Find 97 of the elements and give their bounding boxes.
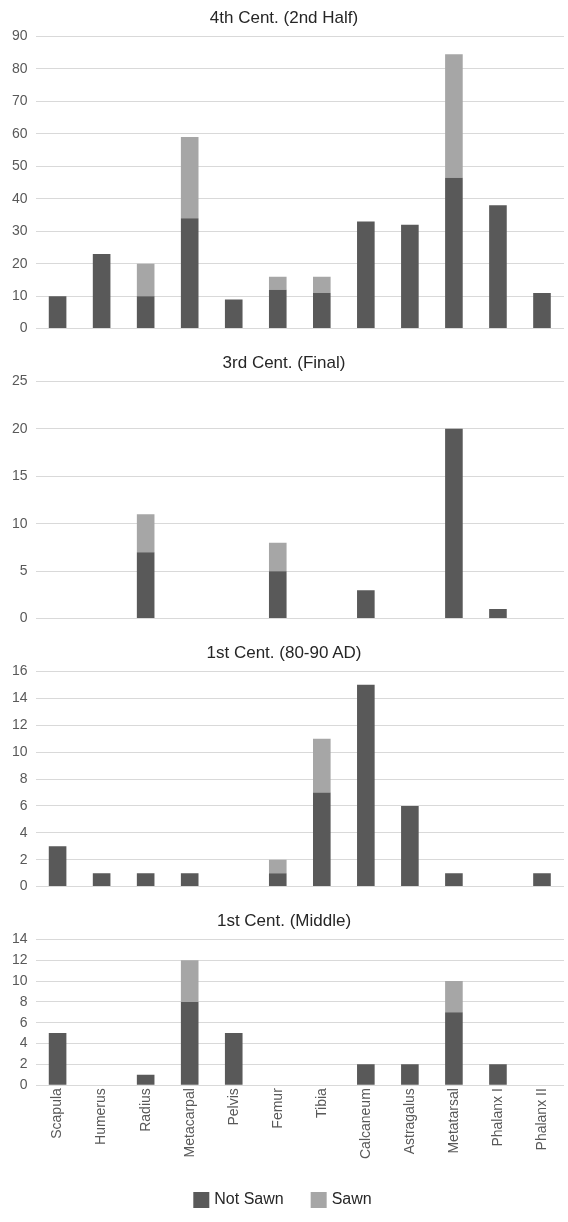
- y-tick-label: 25: [11, 372, 28, 389]
- bar: [489, 609, 507, 619]
- bar: [268, 873, 287, 887]
- y-tick-label: 5: [19, 562, 28, 579]
- y-tick-label: 70: [11, 92, 28, 109]
- y-tick-label: 20: [11, 419, 28, 436]
- y-tick-label: 10: [11, 742, 28, 759]
- bar: [533, 873, 551, 887]
- bar: [401, 805, 419, 887]
- bar: [357, 221, 375, 329]
- y-tick-label: 2: [19, 850, 28, 867]
- x-tick-label: Calcaneum: [356, 1088, 373, 1160]
- y-tick-label: 14: [11, 930, 28, 947]
- x-tick-label: Tibia: [312, 1087, 329, 1119]
- x-tick-label: Scapula: [48, 1087, 65, 1139]
- bar: [313, 292, 331, 329]
- bar: [136, 873, 155, 887]
- x-tick-label: Pelvis: [224, 1088, 241, 1126]
- y-tick-label: 50: [11, 157, 28, 174]
- bar: [313, 738, 331, 793]
- bar: [445, 54, 463, 178]
- bar: [357, 1064, 375, 1085]
- x-tick-label: Humerus: [92, 1088, 109, 1145]
- x-tick-label: Radius: [136, 1088, 153, 1132]
- y-tick-label: 15: [11, 467, 28, 484]
- x-tick-label: Metacarpal: [180, 1088, 197, 1158]
- bar: [136, 263, 155, 297]
- legend-label: Not Sawn: [214, 1190, 284, 1208]
- y-tick-label: 20: [11, 254, 28, 271]
- y-tick-label: 6: [19, 796, 28, 813]
- x-tick-label: Metatarsal: [444, 1088, 461, 1154]
- y-tick-label: 10: [11, 514, 28, 531]
- bar: [533, 292, 551, 329]
- bar: [180, 218, 199, 329]
- y-tick-label: 14: [11, 689, 28, 706]
- y-tick-label: 0: [19, 1076, 28, 1093]
- y-tick-label: 4: [19, 823, 28, 840]
- bar: [224, 1033, 243, 1085]
- bar: [136, 514, 155, 553]
- bar: [489, 205, 507, 329]
- y-tick-label: 30: [11, 222, 28, 239]
- bar: [445, 177, 463, 329]
- bar: [489, 1064, 507, 1085]
- bar: [180, 960, 199, 1002]
- y-tick-label: 4: [19, 1034, 28, 1051]
- y-tick-label: 8: [19, 769, 28, 786]
- bar: [313, 792, 331, 887]
- bar: [48, 296, 67, 329]
- x-tick-label: Femur: [268, 1087, 285, 1129]
- bar: [268, 571, 287, 619]
- legend-label: Sawn: [331, 1190, 372, 1208]
- bar: [136, 552, 155, 619]
- y-tick-label: 2: [19, 1055, 28, 1072]
- y-tick-label: 0: [19, 319, 28, 336]
- chart-title: 1st Cent. (80-90 AD): [206, 642, 362, 662]
- bar: [48, 846, 67, 887]
- bar: [445, 981, 463, 1013]
- y-tick-label: 12: [11, 716, 28, 733]
- y-tick-label: 0: [19, 877, 28, 894]
- bar: [268, 859, 287, 874]
- bar: [136, 1074, 155, 1085]
- y-tick-label: 0: [19, 609, 28, 626]
- y-tick-label: 10: [11, 286, 28, 303]
- x-tick-label: Phalanx I: [488, 1088, 505, 1147]
- y-tick-label: 12: [11, 951, 28, 968]
- bar: [401, 1064, 419, 1085]
- y-tick-label: 90: [11, 27, 28, 44]
- bar: [136, 296, 155, 329]
- bar: [268, 542, 287, 572]
- bar: [268, 289, 287, 329]
- bar: [92, 253, 111, 329]
- y-tick-label: 10: [11, 971, 28, 988]
- x-tick-label: Phalanx II: [532, 1088, 549, 1151]
- chart-title: 3rd Cent. (Final): [222, 352, 346, 372]
- bar: [357, 590, 375, 619]
- y-tick-label: 40: [11, 189, 28, 206]
- bar: [224, 299, 243, 329]
- bar: [92, 873, 111, 887]
- bar: [48, 1033, 67, 1085]
- y-tick-label: 80: [11, 59, 28, 76]
- bar: [180, 873, 199, 887]
- bar: [445, 873, 463, 887]
- bar: [445, 428, 463, 619]
- bar: [313, 276, 331, 293]
- y-tick-label: 16: [11, 662, 28, 679]
- bar: [445, 1012, 463, 1085]
- bar: [268, 276, 287, 290]
- y-tick-label: 60: [11, 124, 28, 141]
- chart-title: 4th Cent. (2nd Half): [209, 7, 359, 27]
- x-tick-label: Astragalus: [400, 1088, 417, 1155]
- y-tick-label: 6: [19, 1013, 28, 1030]
- y-tick-label: 8: [19, 992, 28, 1009]
- bar: [180, 1001, 199, 1085]
- bar: [180, 137, 199, 219]
- bar: [401, 224, 419, 329]
- bar: [357, 684, 375, 887]
- chart-title: 1st Cent. (Middle): [216, 910, 352, 930]
